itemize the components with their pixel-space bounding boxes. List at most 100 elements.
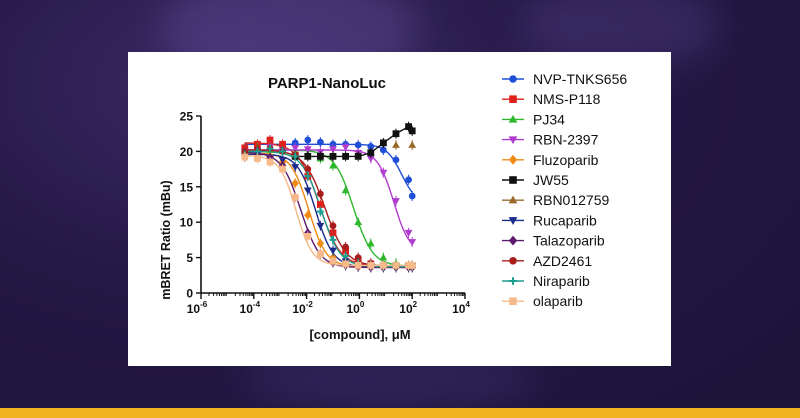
data-point bbox=[279, 140, 286, 148]
data-point bbox=[329, 152, 337, 160]
data-point bbox=[392, 130, 400, 138]
data-point bbox=[379, 139, 387, 147]
legend-label: olaparib bbox=[533, 293, 583, 309]
legend-label: JW55 bbox=[533, 172, 569, 188]
data-point bbox=[354, 254, 362, 261]
data-point bbox=[266, 145, 274, 152]
legend-item: RBN-2397 bbox=[502, 132, 599, 148]
data-point bbox=[304, 210, 312, 220]
data-point bbox=[366, 155, 375, 163]
x-axis-label: [compound], μM bbox=[309, 327, 410, 342]
data-point bbox=[304, 232, 312, 240]
data-point bbox=[392, 198, 400, 206]
data-point bbox=[509, 75, 517, 83]
data-point bbox=[329, 146, 337, 154]
data-point bbox=[316, 239, 325, 248]
data-point bbox=[329, 236, 337, 244]
data-point bbox=[316, 222, 325, 230]
data-point bbox=[392, 140, 400, 148]
data-point bbox=[408, 239, 417, 247]
legend-label: AZD2461 bbox=[533, 253, 592, 269]
data-point bbox=[254, 155, 261, 162]
data-point bbox=[354, 141, 362, 149]
legend-label: RBN012759 bbox=[533, 192, 609, 208]
data-point bbox=[367, 143, 375, 150]
fit-curve bbox=[244, 153, 413, 268]
data-point bbox=[405, 123, 412, 131]
legend-item: NMS-P118 bbox=[502, 91, 601, 107]
legend-label: Niraparib bbox=[533, 273, 590, 289]
x-tick-exponent: -4 bbox=[253, 300, 261, 309]
fit-curve bbox=[244, 155, 413, 267]
chart-title: PARP1-NanoLuc bbox=[268, 75, 386, 92]
legend-item: RBN012759 bbox=[502, 192, 609, 208]
x-tick-exponent: -2 bbox=[306, 300, 314, 309]
data-point bbox=[508, 195, 518, 204]
data-point bbox=[303, 146, 312, 154]
data-point bbox=[508, 235, 518, 246]
x-tick-exponent: 2 bbox=[413, 300, 418, 309]
x-tick-exponent: 4 bbox=[465, 300, 470, 309]
data-point bbox=[278, 157, 287, 164]
data-point bbox=[509, 95, 517, 103]
data-point bbox=[303, 187, 312, 195]
legend-item: PJ34 bbox=[502, 111, 565, 127]
data-point bbox=[509, 257, 517, 265]
data-point bbox=[266, 158, 274, 166]
x-tick-base: 10 bbox=[399, 302, 413, 316]
data-point bbox=[367, 149, 375, 157]
data-point bbox=[291, 194, 299, 201]
data-point bbox=[241, 153, 249, 161]
legend-item: Fluzoparib bbox=[502, 152, 599, 168]
legend-label: NVP-TNKS656 bbox=[533, 71, 627, 87]
legend-label: PJ34 bbox=[533, 111, 565, 127]
x-tick-exponent: 0 bbox=[360, 300, 365, 309]
data-point bbox=[405, 261, 412, 269]
data-point bbox=[342, 260, 349, 268]
data-point bbox=[329, 229, 337, 237]
data-point bbox=[304, 152, 312, 160]
y-tick-label: 0 bbox=[186, 287, 193, 301]
data-point bbox=[316, 190, 324, 198]
y-axis-label: mBRET Ratio (mBu) bbox=[159, 180, 173, 299]
data-point bbox=[304, 172, 312, 180]
data-point bbox=[316, 201, 324, 208]
data-point bbox=[291, 164, 300, 172]
data-point bbox=[508, 114, 518, 123]
legend-label: Fluzoparib bbox=[533, 152, 599, 168]
data-point bbox=[304, 136, 312, 144]
data-point bbox=[291, 144, 300, 152]
legend-label: RBN-2397 bbox=[533, 132, 599, 148]
data-point bbox=[266, 136, 274, 144]
fit-curve bbox=[244, 150, 413, 268]
data-point bbox=[509, 277, 517, 285]
data-point bbox=[366, 239, 375, 247]
fit-curve bbox=[244, 149, 413, 267]
y-tick-label: 10 bbox=[180, 216, 194, 230]
data-point bbox=[279, 148, 286, 155]
fit-curve bbox=[244, 149, 413, 267]
data-point bbox=[408, 192, 416, 200]
data-point bbox=[509, 297, 517, 305]
data-point bbox=[342, 243, 349, 251]
legend-item: NVP-TNKS656 bbox=[502, 71, 627, 87]
accent-bar bbox=[0, 408, 800, 418]
legend-item: AZD2461 bbox=[502, 253, 592, 269]
data-point bbox=[341, 144, 350, 152]
data-point bbox=[392, 261, 400, 269]
data-point bbox=[508, 217, 518, 225]
data-point bbox=[291, 178, 299, 188]
x-tick-base: 10 bbox=[346, 302, 360, 316]
x-tick-label: 10-2 bbox=[292, 300, 313, 316]
data-point bbox=[342, 152, 349, 160]
x-tick-exponent: -6 bbox=[200, 300, 208, 309]
legend: NVP-TNKS656 NMS-P118 PJ34 RBN-2397 Fluzopari… bbox=[502, 71, 627, 309]
data-point bbox=[291, 152, 299, 160]
x-tick-label: 104 bbox=[452, 300, 470, 316]
data-point bbox=[379, 253, 388, 261]
data-point bbox=[508, 154, 518, 165]
data-point bbox=[341, 186, 350, 194]
data-point bbox=[316, 152, 324, 160]
data-point bbox=[329, 161, 337, 169]
